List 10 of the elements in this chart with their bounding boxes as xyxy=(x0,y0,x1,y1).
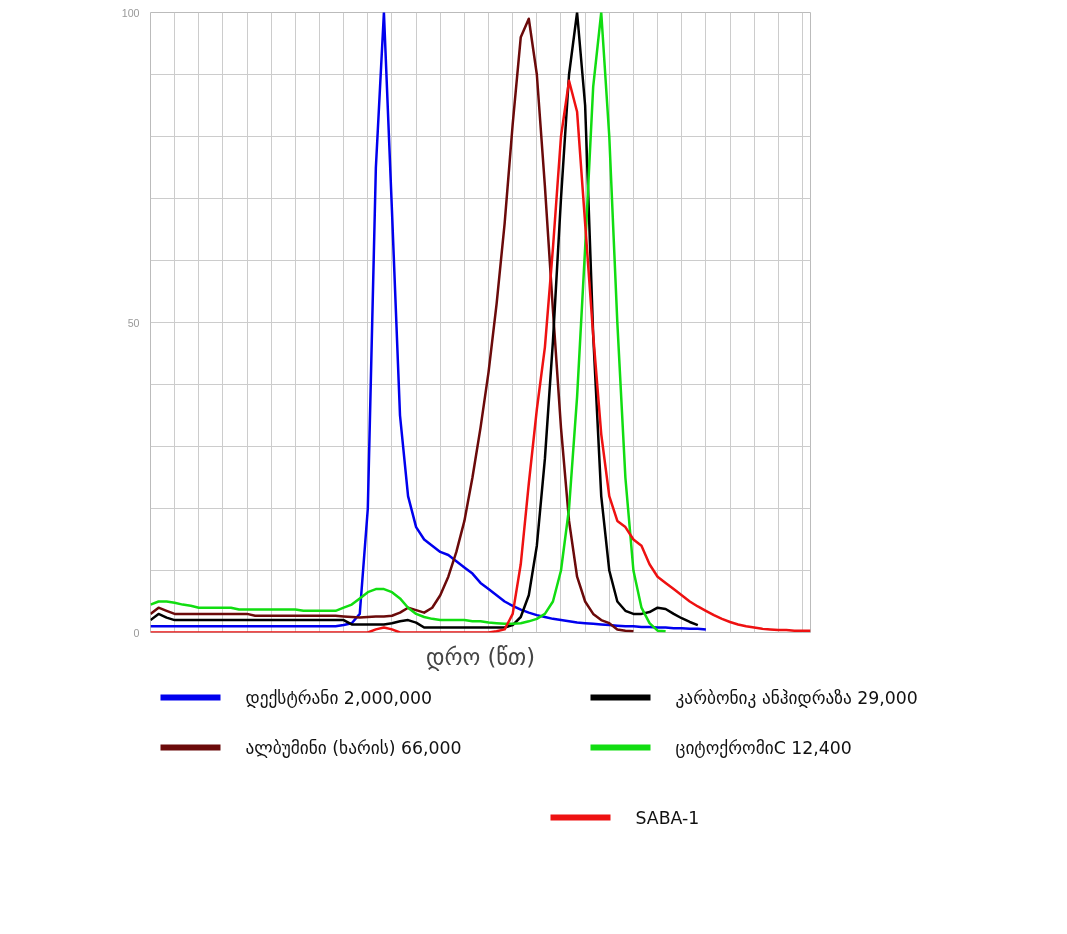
y-tick-label: 0 xyxy=(133,626,140,639)
y-tick-label: 100 xyxy=(121,6,140,19)
legend-label: ალბუმინი (ხარის) 66,000 xyxy=(245,737,462,758)
legend-label: SABA-1 xyxy=(635,807,700,828)
x-axis-title: დრო (წთ) xyxy=(425,643,536,671)
line-series xyxy=(150,79,811,633)
legend-label: ციტოქრომიC 12,400 xyxy=(675,737,852,758)
legend-label: დექსტრანი 2,000,000 xyxy=(245,687,433,708)
y-tick-label: 50 xyxy=(127,316,140,329)
legend-label: კარბონიკ ანჰიდრაზა 29,000 xyxy=(675,687,918,708)
